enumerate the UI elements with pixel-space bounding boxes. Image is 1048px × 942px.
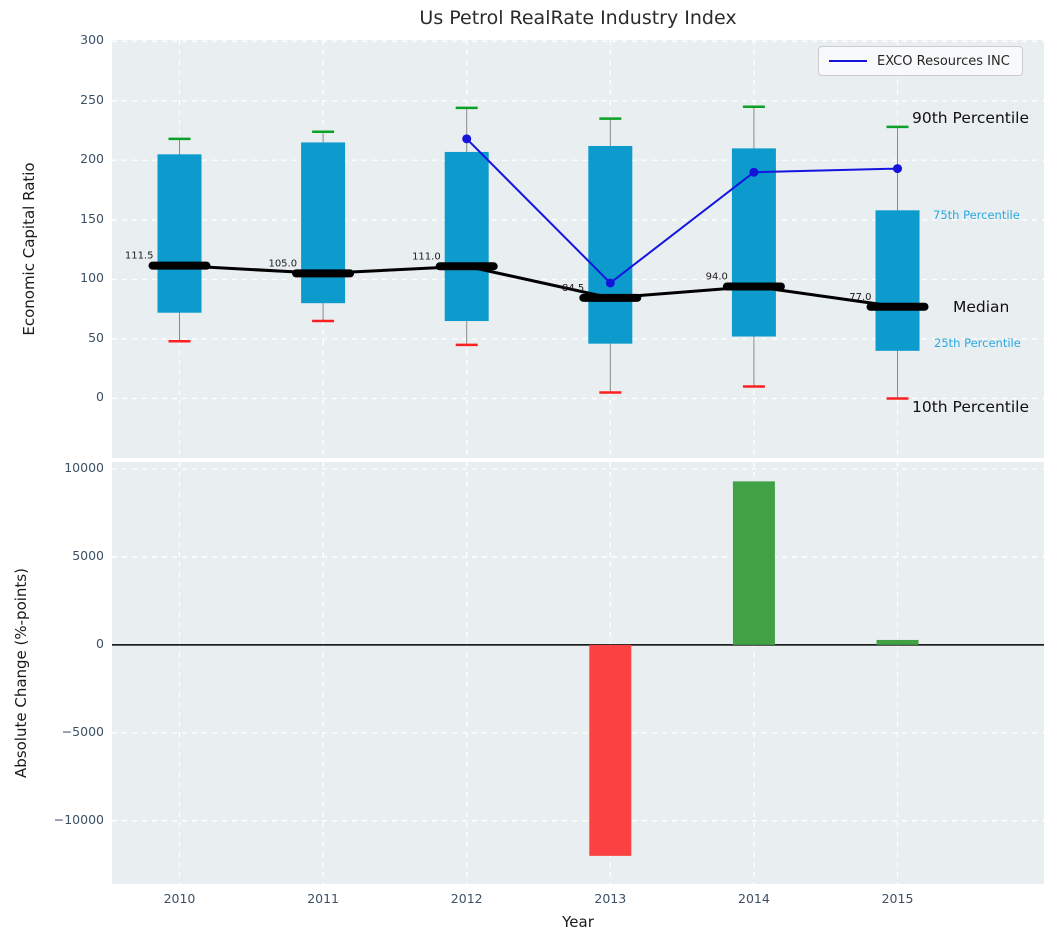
- top-ytick-label: 200: [42, 151, 104, 166]
- xtick-label: 2012: [437, 891, 497, 906]
- xtick-label: 2011: [293, 891, 353, 906]
- chart-title: Us Petrol RealRate Industry Index: [112, 7, 1044, 29]
- top-ytick-label: 150: [42, 211, 104, 226]
- annotation-75th-percentile: 75th Percentile: [933, 208, 1020, 222]
- legend-label: EXCO Resources INC: [877, 54, 1010, 69]
- annotation-25th-percentile: 25th Percentile: [934, 336, 1021, 350]
- top-axes-background: [112, 40, 1044, 458]
- legend: EXCO Resources INC: [818, 46, 1023, 76]
- annotation-10th-percentile: 10th Percentile: [912, 398, 1029, 416]
- xtick-label: 2015: [868, 891, 928, 906]
- annotation-90th-percentile: 90th Percentile: [912, 109, 1029, 127]
- bottom-axes-background: [112, 462, 1044, 884]
- xtick-label: 2014: [724, 891, 784, 906]
- bottom-ytick-label: 5000: [42, 548, 104, 563]
- bottom-y-axis-label: Absolute Change (%-points): [12, 503, 32, 843]
- top-ytick-label: 50: [42, 330, 104, 345]
- xtick-label: 2010: [149, 891, 209, 906]
- figure: 111.5105.0111.084.594.077.0 Us Petrol Re…: [0, 0, 1048, 942]
- top-y-axis-label: Economic Capital Ratio: [20, 99, 40, 399]
- top-ytick-label: 250: [42, 92, 104, 107]
- bottom-ytick-label: 10000: [42, 460, 104, 475]
- bottom-ytick-label: −5000: [42, 724, 104, 739]
- bottom-ytick-label: 0: [42, 636, 104, 651]
- top-ytick-label: 300: [42, 32, 104, 47]
- bottom-ytick-label: −10000: [42, 812, 104, 827]
- x-axis-label: Year: [112, 913, 1044, 931]
- xtick-label: 2013: [580, 891, 640, 906]
- legend-line-sample-icon: [829, 60, 867, 62]
- annotation-median: Median: [953, 298, 1009, 316]
- top-ytick-label: 100: [42, 270, 104, 285]
- top-ytick-label: 0: [42, 389, 104, 404]
